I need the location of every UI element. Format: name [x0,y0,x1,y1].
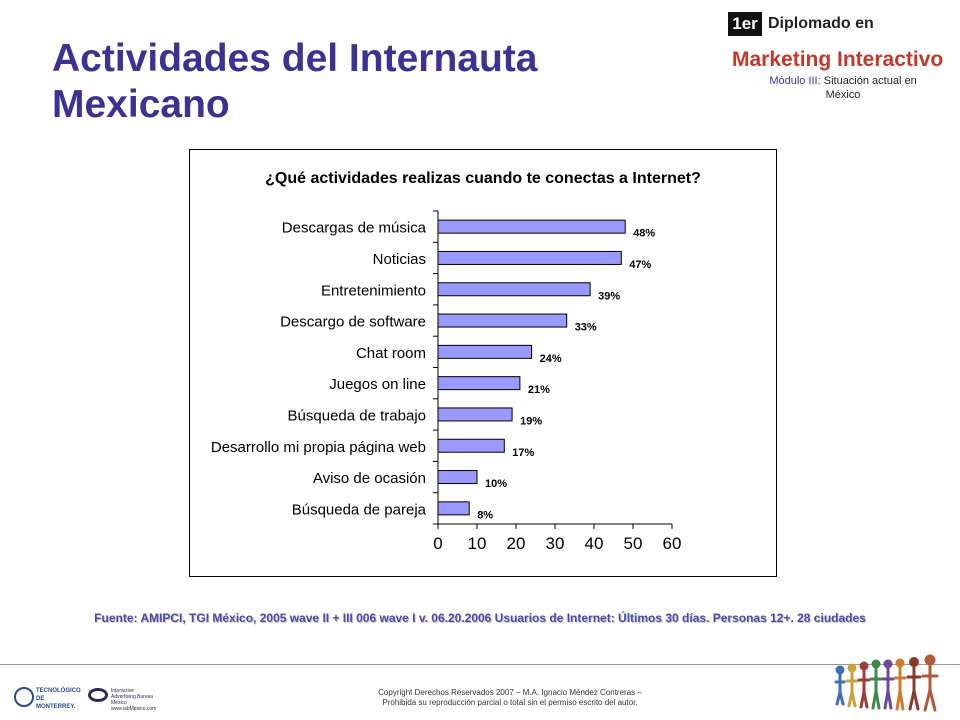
chart-bar [437,344,533,359]
brand-title: Marketing Interactivo [732,48,944,71]
data-label: 10% [485,478,507,490]
data-label: 21% [528,384,550,396]
data-label: 39% [598,290,620,302]
chart-bar [437,313,568,328]
chart-bar [437,470,478,485]
x-tick-label: 30 [546,534,565,553]
chart-bar [437,501,470,516]
data-label: 47% [629,259,651,271]
chart-bar [437,282,591,297]
category-label: Descargas de música [282,220,427,237]
module-label: Módulo III: [769,75,821,87]
x-tick-label: 20 [507,534,526,553]
tec-logo-text: TECNOLÓGICO DE MONTERREY. [36,688,81,710]
activities-chart: ¿Qué actividades realizas cuando te cone… [189,149,777,577]
copyright-notice: Copyright Derechos Reservados 2007 – M.A… [330,688,690,708]
x-tick-label: 60 [663,534,682,553]
data-label: 48% [633,228,655,240]
people-group-icon [834,654,939,712]
data-label: 19% [520,415,542,427]
data-label: 33% [575,322,597,334]
slide-title-line1: Actividades del Internauta [52,37,538,80]
data-label: 17% [512,447,534,459]
tec-seal-icon [14,687,34,707]
chart-title: ¿Qué actividades realizas cuando te cone… [265,170,701,187]
copyright-line1: Copyright Derechos Reservados 2007 – M.A… [378,688,642,697]
x-tick-label: 10 [468,534,487,553]
chart-bar [437,250,622,265]
footer-divider [0,664,960,665]
copyright-line2: Prohibida su reproducción parcial o tota… [382,698,638,707]
brand-subtitle: Diplomado en [768,15,874,32]
chart-bar [437,438,505,453]
slide-title: Actividades del Internauta Mexicano [52,36,537,128]
module-text-line2: México [825,89,861,101]
module-info: Módulo III: Situación actual en México [748,74,938,102]
x-tick-label: 0 [433,534,442,553]
module-text: Situación actual en [823,75,917,87]
chart-bar [437,376,521,391]
category-label: Búsqueda de trabajo [288,407,426,424]
category-label: Búsqueda de pareja [292,501,427,518]
chart-canvas: ¿Qué actividades realizas cuando te cone… [211,170,701,553]
x-tick-label: 50 [624,534,643,553]
tec-monterrey-logo: TECNOLÓGICO DE MONTERREY. [14,685,81,711]
iab-mexico-logo: Interactive Advertising Bureau México ww… [88,686,156,712]
chart-bar [437,407,513,422]
source-note: Fuente: AMIPCI, TGI México, 2005 wave II… [94,611,866,625]
brand-badge: 1er [728,12,762,36]
chart-bar [437,219,626,234]
data-label: 8% [477,509,493,521]
category-label: Entretenimiento [321,282,426,299]
category-label: Descargo de software [280,314,426,331]
iab-logo-text: Interactive Advertising Bureau México ww… [111,688,157,712]
x-tick-label: 40 [585,534,604,553]
category-label: Chat room [356,345,426,362]
category-label: Aviso de ocasión [313,470,426,487]
data-label: 24% [540,353,562,365]
category-label: Noticias [373,251,426,268]
category-label: Juegos on line [329,376,426,393]
category-label: Desarrollo mi propia página web [211,439,426,456]
iab-eye-icon [88,688,108,702]
slide-title-line2: Mexicano [52,83,230,126]
